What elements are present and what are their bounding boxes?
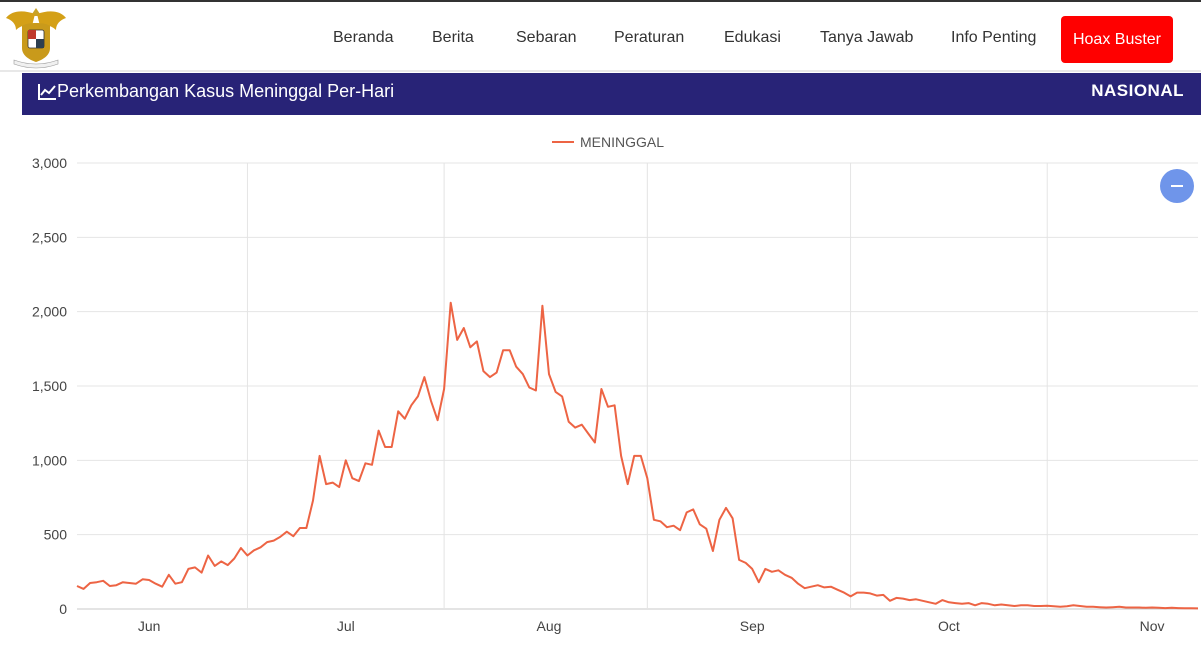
x-grid [246,163,1048,609]
series-line-meninggal [76,301,1199,610]
y-tick-label: 500 [44,527,68,543]
zoom-reset-button[interactable] [1160,169,1194,203]
death-chart: 0 500 1,000 1,500 2,000 2,500 3,000 Jun Jul Aug S… [32,155,1199,634]
trend-chart-icon [38,84,56,100]
chart-header: Perkembangan Kasus Meninggal Per-Hari NA… [22,73,1201,115]
y-tick-label: 2,500 [32,229,67,245]
x-tick-label: Nov [1140,618,1165,634]
y-tick-label: 3,000 [32,155,67,171]
garuda-emblem-icon[interactable] [4,4,68,70]
x-tick-label: Jul [337,618,355,634]
y-tick-labels: 0 500 1,000 1,500 2,000 2,500 3,000 [32,155,67,617]
x-tick-label: Oct [938,618,960,634]
chart-title: Perkembangan Kasus Meninggal Per-Hari [57,81,395,101]
region-label: NASIONAL [1091,81,1184,100]
legend-label: MENINGGAL [580,134,665,150]
nav-item-edukasi[interactable]: Edukasi [724,29,781,46]
nav-item-sebaran[interactable]: Sebaran [516,29,577,46]
x-tick-label: Aug [537,618,562,634]
y-tick-label: 1,000 [32,452,67,468]
y-grid [77,162,1198,610]
hoax-buster-button[interactable]: Hoax Buster [1061,16,1173,63]
x-tick-label: Sep [740,618,765,634]
x-tick-label: Jun [138,618,161,634]
nav-item-berita[interactable]: Berita [432,29,474,46]
legend-swatch [552,141,574,143]
y-tick-label: 1,500 [32,378,67,394]
x-tick-labels: Jun Jul Aug Sep Oct Nov [138,618,1165,634]
navbar: Beranda Berita Sebaran Peraturan Edukasi… [0,0,1201,72]
y-tick-label: 0 [59,601,67,617]
y-tick-label: 2,000 [32,304,67,320]
nav-item-peraturan[interactable]: Peraturan [614,29,685,46]
minus-icon [1171,185,1183,187]
nav-divider [0,70,1201,72]
chart-legend[interactable]: MENINGGAL [552,134,664,150]
nav-item-info-penting[interactable]: Info Penting [951,29,1037,46]
nav-item-tanya-jawab[interactable]: Tanya Jawab [820,29,914,46]
nav-item-beranda[interactable]: Beranda [333,29,394,46]
